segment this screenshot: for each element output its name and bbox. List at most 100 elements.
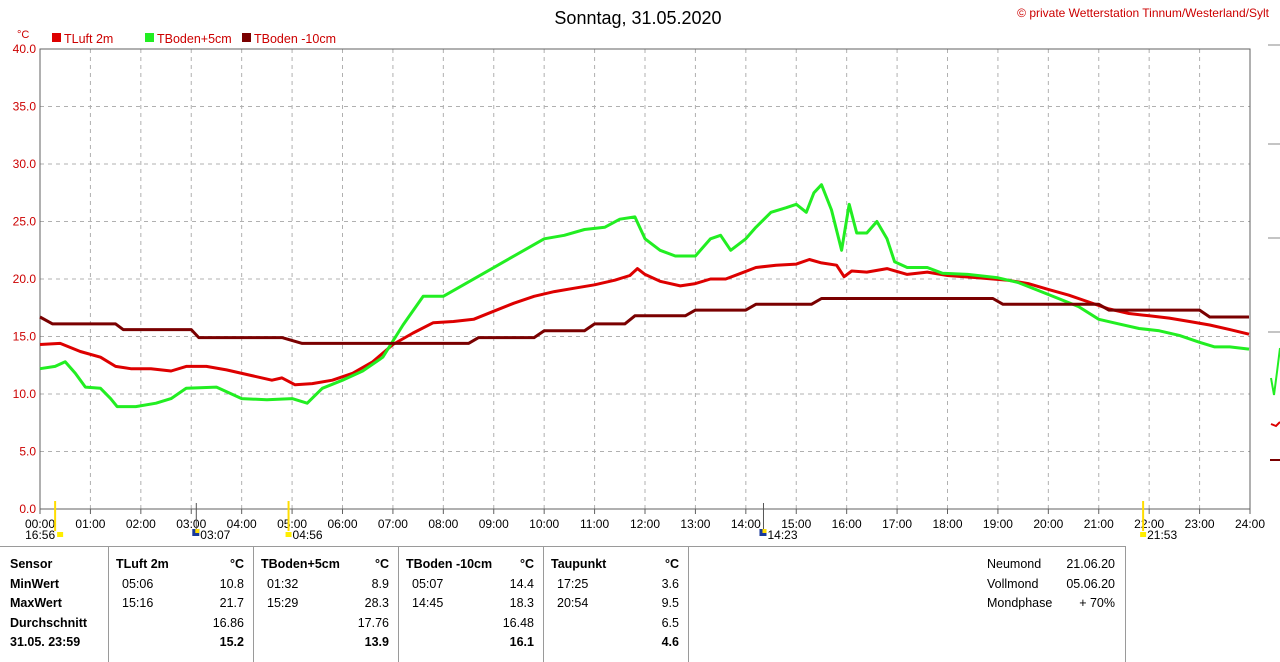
- max-value: 18.3: [509, 596, 534, 610]
- x-tick-label: 04:00: [227, 517, 257, 531]
- x-tick-label: 19:00: [983, 517, 1013, 531]
- temperature-chart: 0.0 5.0 10.0 15.0 20.0 25.0 30.0 35.0 40.0 00:00…: [13, 6, 1280, 542]
- min-time: 05:07: [412, 577, 444, 591]
- x-tick-label: 12:00: [630, 517, 660, 531]
- chart-title: Sonntag, 31.05.2020: [554, 8, 721, 28]
- stats-row-label: Durchschnitt: [10, 616, 88, 630]
- y-tick-label: 10.0: [13, 387, 37, 401]
- marker-time-label: 03:07: [200, 528, 230, 542]
- max-time: 20:54: [557, 596, 589, 610]
- x-tick-label: 05:00: [277, 517, 307, 531]
- stats-top-border: [0, 546, 1125, 547]
- stats-divider: [543, 546, 544, 662]
- x-tick-label: 02:00: [126, 517, 156, 531]
- legend-swatch: [52, 33, 61, 42]
- x-tick-label: 07:00: [378, 517, 408, 531]
- x-tick-label: 16:00: [832, 517, 862, 531]
- y-tick-label: 0.0: [19, 502, 36, 516]
- avg-value: 16.48: [502, 616, 534, 630]
- legend-swatch: [145, 33, 154, 42]
- y-tick-label: 40.0: [13, 42, 37, 56]
- sun-marker: [1140, 532, 1147, 537]
- x-tick-label: 14:00: [731, 517, 761, 531]
- y-tick-label: 15.0: [13, 330, 37, 344]
- legend-label: TBoden+5cm: [157, 32, 232, 46]
- right-green-fragment: [1270, 347, 1280, 396]
- stats-row-label: 31.05. 23:59: [10, 635, 81, 649]
- marker-time-label: 16:56: [25, 528, 55, 542]
- x-tick-label: 01:00: [75, 517, 105, 531]
- series-line-1: [39, 183, 1250, 409]
- marker-time-label: 21:53: [1147, 528, 1177, 542]
- y-tick-label: 25.0: [13, 215, 37, 229]
- x-tick-label: 22:00: [1134, 517, 1164, 531]
- x-tick-label: 00:00: [25, 517, 55, 531]
- stats-row-label: MaxWert: [10, 596, 62, 610]
- max-time: 15:16: [122, 596, 154, 610]
- min-value: 8.9: [371, 577, 389, 591]
- x-tick-label: 03:00: [176, 517, 206, 531]
- x-tick-label: 18:00: [932, 517, 962, 531]
- stats-row-label: MinWert: [10, 577, 60, 591]
- sensor-unit: °C: [519, 557, 534, 571]
- moon-value: 05.06.20: [1066, 576, 1115, 591]
- max-time: 14:45: [412, 596, 444, 610]
- min-time: 17:25: [557, 577, 589, 591]
- current-value: 13.9: [364, 635, 389, 649]
- min-value: 14.4: [509, 577, 534, 591]
- x-tick-label: 09:00: [479, 517, 509, 531]
- moon-label: Vollmond: [987, 576, 1039, 591]
- sensor-unit: °C: [664, 557, 679, 571]
- y-tick-label: 5.0: [19, 445, 36, 459]
- legend-label: TBoden -10cm: [254, 32, 336, 46]
- moon-label: Mondphase: [987, 596, 1053, 610]
- x-tick-label: 17:00: [882, 517, 912, 531]
- current-value: 16.1: [509, 635, 534, 649]
- copyright-text: © private Wetterstation Tinnum/Westerlan…: [1017, 6, 1270, 20]
- series-line-0: [39, 258, 1250, 387]
- sensor-header: TLuft 2m: [116, 557, 169, 571]
- x-tick-label: 20:00: [1033, 517, 1063, 531]
- min-value: 10.8: [219, 577, 244, 591]
- x-tick-label: 10:00: [529, 517, 559, 531]
- sensor-header: TBoden+5cm: [261, 557, 340, 571]
- current-value: 4.6: [661, 635, 679, 649]
- sun-marker: [57, 532, 64, 537]
- min-time: 01:32: [267, 577, 299, 591]
- min-value: 3.6: [661, 577, 679, 591]
- current-value: 15.2: [219, 635, 244, 649]
- avg-value: 6.5: [661, 616, 679, 630]
- x-tick-label: 15:00: [781, 517, 811, 531]
- x-tick-label: 24:00: [1235, 517, 1265, 531]
- moon-value: + 70%: [1079, 596, 1115, 610]
- sensor-unit: °C: [229, 557, 244, 571]
- stats-divider: [688, 546, 689, 662]
- legend-label: TLuft 2m: [64, 32, 113, 46]
- x-tick-label: 08:00: [428, 517, 458, 531]
- x-tick-label: 13:00: [680, 517, 710, 531]
- marker-time-label: 14:23: [767, 528, 797, 542]
- y-axis-unit: °C: [17, 29, 29, 41]
- max-value: 9.5: [661, 596, 679, 610]
- marker-time-label: 04:56: [293, 528, 323, 542]
- max-value: 21.7: [219, 596, 244, 610]
- stats-row-label: Sensor: [10, 557, 53, 571]
- moon-value: 21.06.20: [1066, 557, 1115, 571]
- series-line-2: [39, 297, 1249, 345]
- stats-divider: [253, 546, 254, 662]
- sun-marker: [285, 532, 292, 537]
- moon-marker-inner: [762, 529, 767, 533]
- x-tick-label: 11:00: [580, 517, 609, 531]
- min-time: 05:06: [122, 577, 154, 591]
- max-value: 28.3: [364, 596, 389, 610]
- x-tick-label: 23:00: [1185, 517, 1215, 531]
- max-time: 15:29: [267, 596, 299, 610]
- sensor-header: TBoden -10cm: [406, 557, 493, 571]
- stats-divider: [108, 546, 109, 662]
- chart-grid: [40, 49, 1250, 509]
- stats-divider: [398, 546, 399, 662]
- chart-legend: TLuft 2m TBoden+5cm TBoden -10cm: [52, 32, 336, 46]
- x-tick-label: 06:00: [327, 517, 357, 531]
- stats-divider: [1125, 546, 1126, 662]
